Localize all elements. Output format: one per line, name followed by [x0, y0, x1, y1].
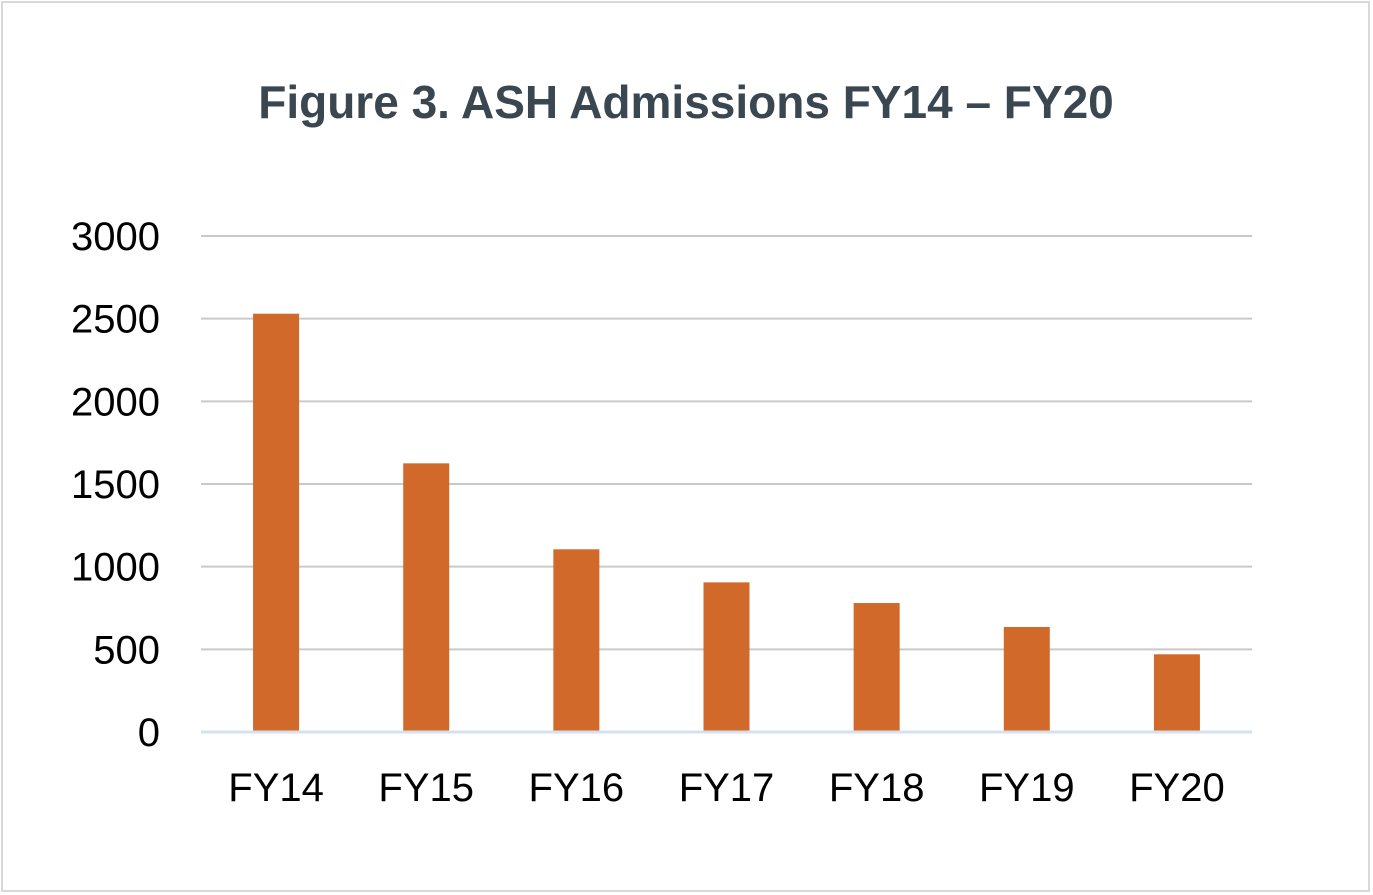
- bar-fy20: [1153, 654, 1200, 732]
- gridlines: [201, 235, 1252, 651]
- chart-title: Figure 3. ASH Admissions FY14 – FY20: [258, 76, 1114, 128]
- y-tick-label: 1500: [71, 463, 160, 507]
- y-tick-label: 2000: [71, 380, 160, 424]
- bar-fy15: [403, 463, 450, 732]
- bar-fy19: [1003, 627, 1050, 732]
- y-tick-label: 2500: [71, 298, 160, 342]
- bar-fy18: [853, 603, 900, 732]
- bar-fy16: [553, 549, 600, 732]
- x-tick-label: FY19: [979, 766, 1075, 810]
- y-axis-ticks: 0 500 1000 1500 2000 2500 3000: [71, 215, 160, 755]
- x-tick-label: FY18: [829, 766, 925, 810]
- x-tick-label: FY15: [378, 766, 474, 810]
- bars: [253, 313, 1200, 732]
- bar-fy17: [703, 582, 750, 732]
- bar-fy14: [253, 313, 300, 732]
- x-tick-label: FY14: [228, 766, 324, 810]
- y-tick-label: 3000: [71, 215, 160, 259]
- y-tick-label: 500: [93, 628, 160, 672]
- x-tick-label: FY17: [679, 766, 775, 810]
- y-tick-label: 1000: [71, 546, 160, 590]
- x-axis-ticks: FY14 FY15 FY16 FY17 FY18 FY19 FY20: [228, 766, 1224, 810]
- x-tick-label: FY20: [1129, 766, 1225, 810]
- x-tick-label: FY16: [529, 766, 625, 810]
- y-tick-label: 0: [138, 711, 160, 755]
